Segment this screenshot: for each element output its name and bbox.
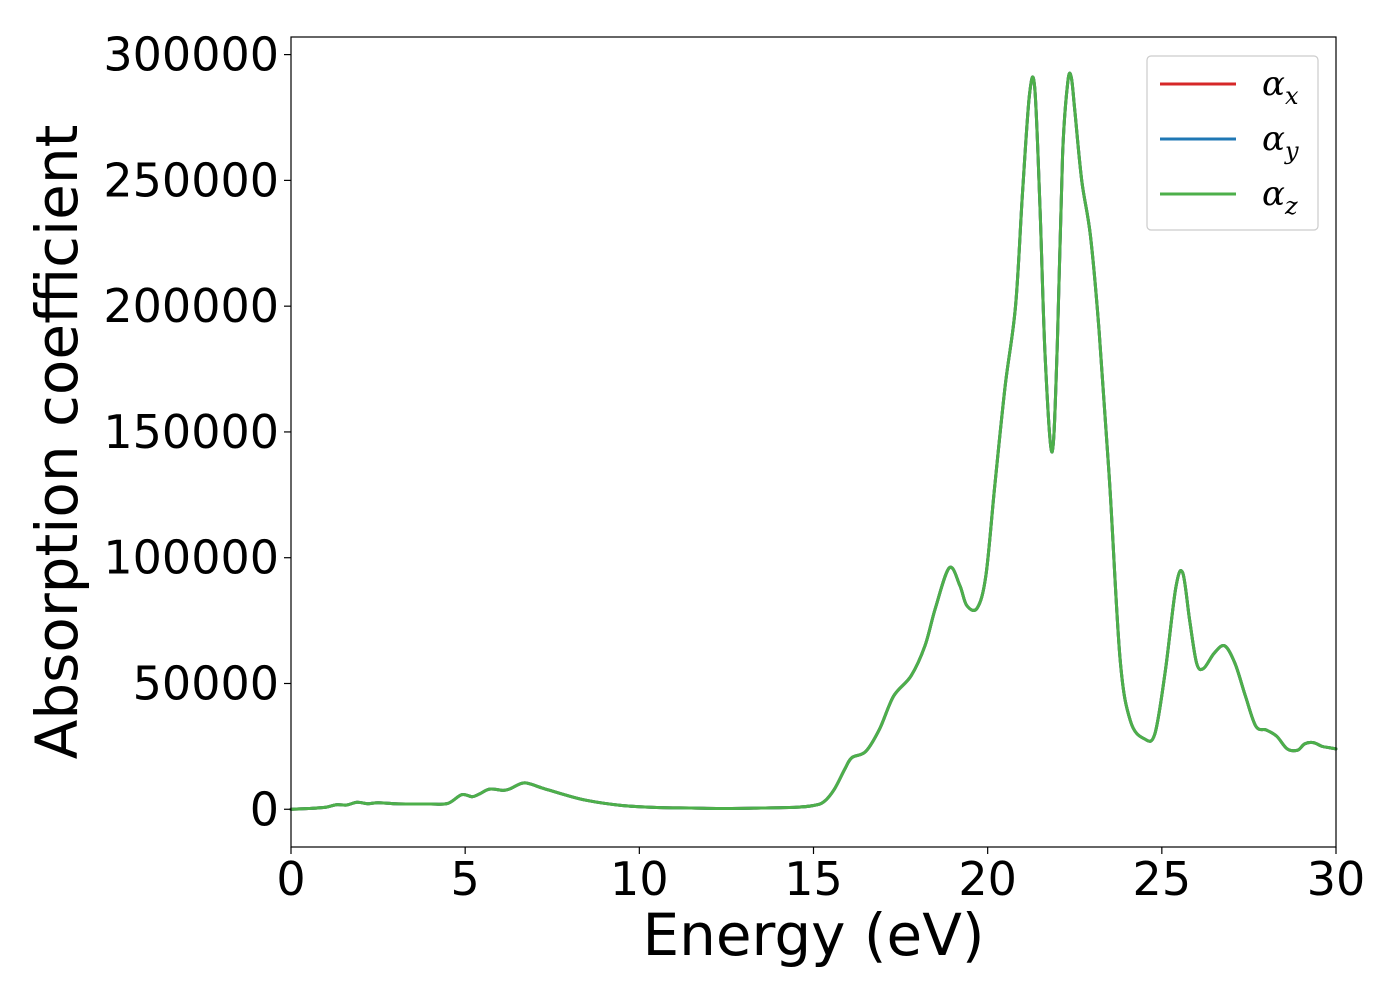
y-tick-label: 250000 xyxy=(103,153,279,207)
series-line-z xyxy=(289,71,1338,811)
y-tick-label: 200000 xyxy=(103,279,279,333)
x-axis-title: Energy (eV) xyxy=(642,901,984,969)
x-tick-label: 20 xyxy=(958,852,1017,906)
x-tick-label: 15 xyxy=(784,852,843,906)
y-tick-label: 50000 xyxy=(133,656,279,710)
y-tick-label: 150000 xyxy=(103,405,279,459)
y-tick-label: 0 xyxy=(250,782,279,836)
y-axis-title: Absorption coefficient xyxy=(23,125,91,760)
series-layer xyxy=(289,71,1338,811)
x-tick-label: 30 xyxy=(1307,852,1366,906)
ticks-layer: 0 5 10 15 20 25 30 0 50000 100000 150000 200000 2500… xyxy=(103,28,1365,906)
x-tick-label: 0 xyxy=(276,852,305,906)
y-tick-label: 300000 xyxy=(103,28,279,82)
x-tick-label: 10 xyxy=(610,852,669,906)
x-tick-label: 25 xyxy=(1133,852,1192,906)
legend-box xyxy=(1146,55,1319,231)
x-tick-label: 5 xyxy=(451,852,480,906)
y-tick-label: 100000 xyxy=(103,531,279,585)
